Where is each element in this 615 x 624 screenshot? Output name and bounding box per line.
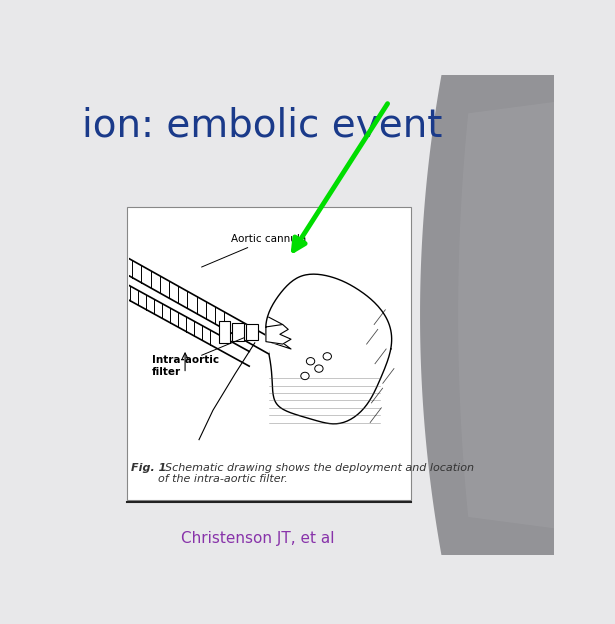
Text: Christenson JT, et al: Christenson JT, et al (181, 531, 335, 546)
Text: Fig. 1: Fig. 1 (131, 462, 166, 472)
Polygon shape (458, 99, 577, 532)
Text: ion: embolic event: ion: embolic event (82, 106, 442, 144)
Polygon shape (420, 51, 577, 579)
Bar (127, 207, 410, 500)
Text: Schematic drawing shows the deployment and location
of the intra-aortic filter.: Schematic drawing shows the deployment a… (158, 462, 474, 484)
